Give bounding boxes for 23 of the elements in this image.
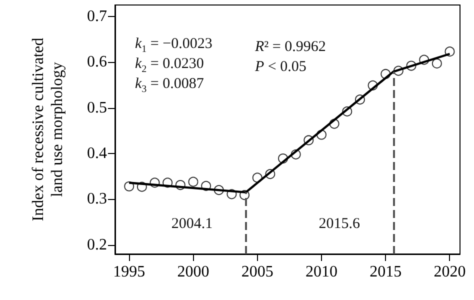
point xyxy=(188,176,198,187)
x-tick-label: 1995 xyxy=(113,264,146,280)
point xyxy=(432,58,442,68)
ref-line-label: 2015.6 xyxy=(318,215,360,233)
annotation: k$_{2}$ = 0.0230 xyxy=(135,56,204,75)
y-tick-label: 0.7 xyxy=(87,8,107,25)
y-tick-label: 0.3 xyxy=(87,190,107,208)
y-tick-label: 0.5 xyxy=(87,99,107,116)
annotation: P < 0.05 xyxy=(255,58,306,76)
x-tick-label: 2000 xyxy=(177,264,210,280)
annotation: k$_{1}$ = −0.0023 xyxy=(135,36,212,55)
x-tick-label: 2010 xyxy=(305,264,338,280)
y-tick-label: 0.4 xyxy=(87,144,107,162)
y-tick-label: 0.2 xyxy=(87,236,107,254)
ref-line-label: 2004.1 xyxy=(171,215,213,233)
x-tick-label: 2005 xyxy=(241,264,274,280)
x-tick-label: 2015 xyxy=(370,264,402,280)
annotation: R² = 0.9962 xyxy=(255,38,326,56)
x-tick-label: 2020 xyxy=(434,264,466,280)
y-axis-title: Index of recessive cultivated land use morphology xyxy=(30,38,66,222)
annotation: k$_{3}$ = 0.0087 xyxy=(135,75,204,97)
point xyxy=(124,181,134,192)
y-tick-label: 0.6 xyxy=(87,54,107,71)
